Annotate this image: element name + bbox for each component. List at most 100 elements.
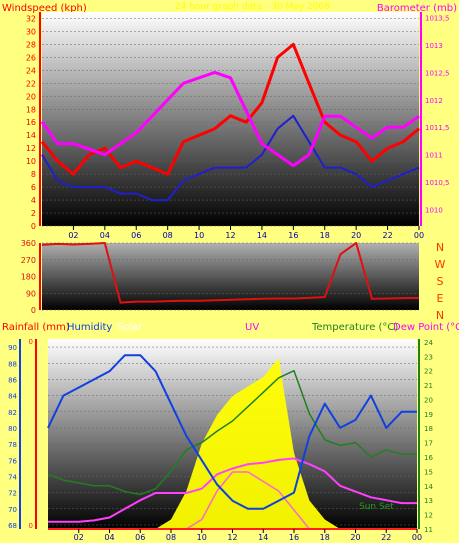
windspeed-tick-label: 0	[31, 222, 36, 231]
compass-label: N	[436, 241, 444, 254]
wind-direction-tick-label: 180	[21, 273, 36, 282]
windspeed-tick-label: 30	[26, 27, 36, 36]
x-tick-label: 14	[257, 231, 267, 240]
windspeed-tick-label: 24	[26, 66, 36, 75]
windspeed-tick-label: 4	[31, 196, 36, 205]
x-tick-label: 00	[414, 231, 424, 240]
windspeed-tick-label: 32	[26, 14, 36, 23]
temperature-tick-label: 16	[424, 454, 433, 462]
humidity-tick-label: 90	[8, 344, 17, 352]
humidity-tick-label: 88	[8, 360, 17, 368]
wind-direction-tick-label: 270	[21, 256, 36, 265]
x-tick-label: 16	[289, 533, 299, 542]
rainfall-axis-label: Rainfall (mm)	[2, 322, 70, 333]
humidity-tick-label: 86	[8, 376, 17, 384]
x-tick-label: 12	[225, 231, 235, 240]
x-tick-label: 12	[227, 533, 237, 542]
barometer-tick-label: 1012	[425, 97, 443, 105]
windspeed-tick-label: 16	[26, 118, 36, 127]
wind-direction-series	[41, 242, 420, 304]
x-tick-label: 02	[74, 533, 84, 542]
temperature-series	[47, 369, 417, 496]
windspeed-tick-label: 14	[26, 131, 36, 140]
compass-label: N	[436, 309, 444, 322]
barometer-tick-label: 1012,5	[425, 69, 450, 77]
temperature-tick-label: 11	[424, 526, 433, 534]
x-tick-label: 00	[412, 533, 422, 542]
barometer-series	[40, 70, 420, 168]
humidity-series	[47, 354, 417, 510]
humidity-tick-label: 84	[8, 393, 17, 401]
barometer-tick-label: 1013,5	[425, 14, 450, 22]
humidity-axis-label: Humidity	[67, 322, 112, 333]
rainfall-tick-label: 0	[29, 338, 33, 346]
temperature-tick-label: 20	[424, 396, 433, 404]
compass-label: E	[437, 292, 444, 305]
windspeed-tick-label: 28	[26, 40, 36, 49]
humidity-tick-label: 72	[8, 490, 17, 498]
wind-average-series	[41, 114, 420, 202]
x-tick-label: 16	[288, 231, 298, 240]
temperature-tick-label: 22	[424, 368, 433, 376]
windspeed-tick-label: 10	[26, 157, 36, 166]
windspeed-tick-label: 8	[31, 170, 36, 179]
temperature-tick-label: 14	[424, 483, 433, 491]
x-tick-label: 14	[258, 533, 268, 542]
temperature-tick-label: 19	[424, 411, 433, 419]
temperature-tick-label: 18	[424, 425, 433, 433]
sunset-annotation: Sun Set	[359, 502, 394, 512]
windspeed-tick-label: 20	[26, 92, 36, 101]
temperature-tick-label: 21	[424, 382, 433, 390]
compass-label: S	[437, 275, 444, 288]
x-tick-label: 06	[135, 533, 145, 542]
barometer-tick-label: 1011	[425, 152, 443, 160]
rainfall-tick-label: 0	[29, 522, 33, 530]
solar-area	[48, 358, 417, 529]
x-tick-label: 06	[131, 231, 141, 240]
humidity-tick-label: 82	[8, 409, 17, 417]
x-tick-label: 10	[194, 231, 204, 240]
humidity-tick-label: 68	[8, 522, 17, 530]
windspeed-tick-label: 2	[31, 209, 36, 218]
solar-axis-label: Solar	[117, 322, 143, 333]
windspeed-tick-label: 22	[26, 79, 36, 88]
uv-axis-label: UV	[245, 322, 259, 333]
humidity-tick-label: 76	[8, 457, 17, 465]
x-tick-label: 04	[104, 533, 114, 542]
barometer-tick-label: 1010	[425, 207, 443, 215]
temperature-tick-label: 24	[424, 339, 433, 347]
x-tick-label: 18	[320, 231, 330, 240]
temperature-tick-label: 17	[424, 440, 433, 448]
barometer-tick-label: 1010,5	[425, 179, 450, 187]
x-tick-label: 10	[197, 533, 207, 542]
x-tick-label: 20	[351, 231, 361, 240]
temperature-tick-label: 23	[424, 353, 433, 361]
temperature-tick-label: 15	[424, 468, 433, 476]
temperature-axis-label: Temperature (°C)	[311, 322, 398, 333]
wind-direction-tick-label: 0	[31, 306, 36, 315]
windspeed-tick-label: 26	[26, 53, 36, 62]
x-tick-label: 04	[100, 231, 110, 240]
humidity-tick-label: 80	[8, 425, 17, 433]
barometer-axis-label: Barometer (mb)	[377, 3, 457, 14]
x-tick-label: 08	[163, 231, 173, 240]
wind-direction-tick-label: 90	[26, 289, 36, 298]
x-tick-label: 18	[320, 533, 330, 542]
windspeed-tick-label: 6	[31, 183, 36, 192]
temperature-tick-label: 12	[424, 512, 433, 520]
humidity-tick-label: 74	[8, 473, 17, 481]
wind-plot-area	[42, 12, 419, 226]
dewpoint-series	[48, 457, 417, 523]
graph-title: 24 hour graph data - 30 May 2008	[175, 2, 330, 12]
humidity-tick-label: 78	[8, 441, 17, 449]
x-tick-label: 22	[382, 231, 392, 240]
compass-label: W	[435, 258, 446, 271]
humidity-tick-label: 70	[8, 506, 17, 514]
wind-direction-tick-label: 360	[21, 239, 36, 248]
windspeed-series	[40, 42, 420, 176]
barometer-tick-label: 1011,5	[425, 124, 450, 132]
x-tick-label: 08	[166, 533, 176, 542]
windspeed-tick-label: 12	[26, 144, 36, 153]
x-tick-label: 22	[381, 533, 391, 542]
